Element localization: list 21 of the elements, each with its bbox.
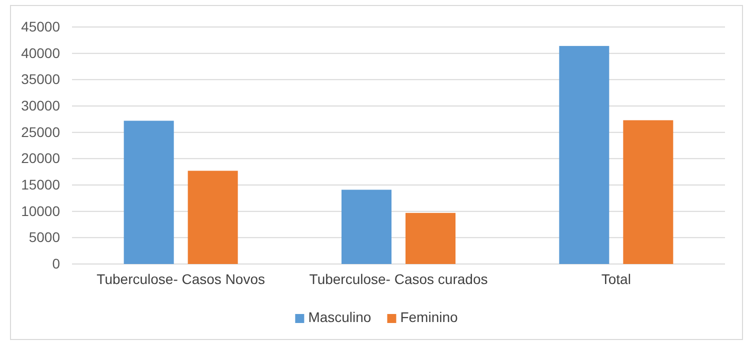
y-tick-label: 25000 [21, 124, 60, 140]
y-tick-label: 20000 [21, 150, 60, 166]
legend-label: Feminino [400, 309, 458, 325]
y-tick-label: 10000 [21, 202, 60, 219]
y-tick-label: 5000 [28, 229, 60, 246]
x-tick-label: Tuberculose- Casos Novos [96, 270, 265, 287]
bar [406, 212, 456, 264]
y-tick-label: 35000 [21, 71, 60, 88]
bar [342, 190, 392, 264]
bar [623, 120, 674, 264]
x-tick-label: Total [601, 270, 631, 287]
legend-label: Masculino [308, 309, 372, 325]
y-tick-label: 40000 [21, 44, 60, 61]
y-tick-label: 30000 [21, 97, 60, 114]
y-tick-label: 15000 [21, 176, 60, 192]
y-tick-label: 0 [52, 255, 60, 272]
bar [124, 120, 174, 264]
y-tick-label: 45000 [21, 18, 60, 34]
bar [188, 170, 238, 264]
x-tick-label: Tuberculose- Casos curados [309, 270, 488, 287]
bar [559, 46, 610, 264]
